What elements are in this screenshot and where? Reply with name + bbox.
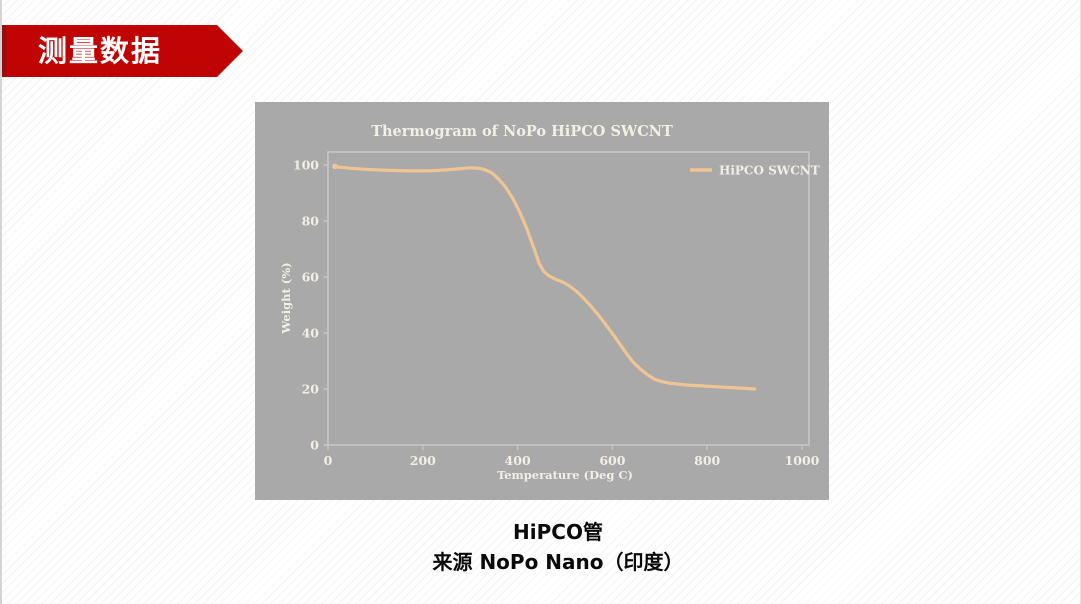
- plot-area-border: [327, 151, 810, 446]
- y-tick-label: 100: [293, 158, 319, 173]
- x-tick-label: 200: [410, 453, 436, 468]
- y-tick-label: 60: [302, 270, 320, 285]
- x-tick-label: 600: [599, 453, 625, 468]
- x-tick-label: 1000: [785, 453, 820, 468]
- series-start-marker: [332, 163, 338, 170]
- caption-line-2: 来源 NoPo Nano（印度）: [432, 550, 684, 574]
- x-axis-title: Temperature (Deg C): [497, 468, 633, 482]
- x-tick-label: 400: [505, 453, 531, 468]
- y-tick-label: 80: [302, 214, 320, 229]
- y-axis-title: Weight (%): [279, 262, 293, 334]
- section-banner: 测量数据: [2, 25, 243, 77]
- x-tick-label: 0: [324, 453, 333, 468]
- thermogram-figure: Thermogram of NoPo HiPCO SWCNT 0 20 40 60 80 1…: [255, 102, 829, 500]
- section-banner-label: 测量数据: [38, 34, 163, 68]
- thermogram-chart-svg: Thermogram of NoPo HiPCO SWCNT 0 20 40 60 80 1…: [255, 102, 829, 500]
- chart-background: [255, 102, 829, 500]
- caption-line-1: HiPCO管: [513, 520, 603, 544]
- x-tick-label: 800: [694, 453, 720, 468]
- chart-title: Thermogram of NoPo HiPCO SWCNT: [371, 123, 673, 140]
- figure-caption: HiPCO管 来源 NoPo Nano（印度）: [258, 517, 858, 577]
- y-tick-label: 40: [302, 326, 320, 341]
- y-tick-label: 0: [310, 438, 319, 453]
- legend-label: HiPCO SWCNT: [719, 164, 820, 178]
- y-tick-label: 20: [302, 382, 320, 397]
- series-curve: [333, 164, 757, 391]
